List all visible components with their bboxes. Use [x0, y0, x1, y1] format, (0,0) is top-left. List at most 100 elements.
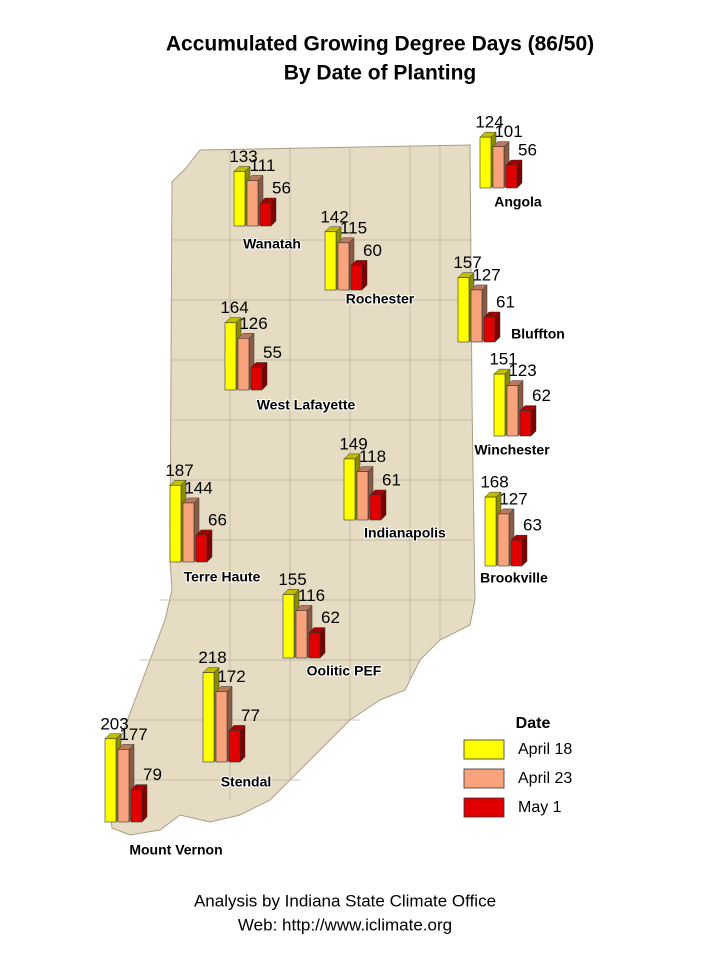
bar-side: [521, 534, 528, 567]
bar: [343, 458, 356, 521]
value-label: 144: [184, 478, 212, 497]
station-label: Wanatah: [243, 236, 301, 252]
station-label: Bluffton: [511, 326, 565, 342]
bar: [169, 485, 182, 563]
bar: [117, 749, 130, 823]
value-label: 151: [489, 350, 517, 369]
bar: [497, 513, 510, 567]
bar: [282, 594, 295, 659]
bar: [295, 610, 308, 659]
value-label: 149: [339, 434, 367, 453]
legend-label: May 1: [518, 799, 562, 816]
bar: [250, 367, 263, 391]
value-label: 115: [340, 218, 367, 237]
bar-side: [206, 529, 213, 563]
bar: [470, 289, 483, 343]
bar: [202, 672, 215, 763]
bar: [356, 471, 369, 521]
bar: [259, 202, 272, 227]
station-label: Oolitic PEF: [307, 663, 382, 679]
legend-title: Date: [516, 715, 551, 732]
value-label: 123: [508, 361, 536, 380]
bar: [484, 496, 497, 567]
value-label: 124: [475, 113, 503, 132]
value-label: 157: [453, 253, 481, 272]
value-label: 79: [143, 765, 162, 784]
value-label: 126: [239, 314, 267, 333]
county-lines: [112, 146, 475, 800]
bar: [457, 277, 470, 343]
value-label: 127: [472, 265, 500, 284]
value-label: 56: [518, 141, 537, 160]
bar: [510, 539, 523, 567]
bar: [182, 502, 195, 563]
legend-label: April 18: [518, 741, 572, 758]
value-label: 187: [165, 461, 193, 480]
bar: [228, 730, 241, 763]
value-label: 127: [499, 489, 527, 508]
value-label: 177: [119, 725, 147, 744]
value-label: 142: [320, 207, 348, 226]
value-label: 101: [494, 122, 522, 141]
bar: [493, 373, 506, 437]
station-label: Brookville: [480, 570, 548, 586]
value-label: 63: [523, 516, 542, 535]
bar: [130, 789, 143, 823]
legend-swatch: [463, 797, 505, 818]
bar: [224, 322, 237, 391]
bar: [369, 494, 382, 521]
bar-side: [239, 724, 246, 763]
station-label: Winchester: [474, 442, 550, 458]
value-label: 62: [321, 608, 340, 627]
bar: [308, 632, 321, 659]
bar: [104, 738, 117, 823]
value-label: 111: [250, 156, 276, 175]
station-label: Stendal: [221, 774, 272, 790]
bar: [246, 180, 259, 227]
bar: [479, 136, 492, 189]
legend-swatch: [463, 739, 505, 760]
station-label: Mount Vernon: [129, 842, 222, 858]
value-label: 56: [272, 179, 291, 198]
bar: [505, 164, 518, 189]
legend-swatch: [463, 768, 505, 789]
bar-side: [141, 784, 148, 823]
value-label: 164: [220, 298, 248, 317]
value-label: 66: [208, 510, 227, 529]
bar: [324, 231, 337, 291]
station-label: West Lafayette: [257, 397, 356, 413]
station-label: Angola: [494, 194, 542, 210]
station-label: Terre Haute: [184, 569, 261, 585]
value-label: 118: [359, 447, 386, 466]
bar: [195, 534, 208, 563]
bar: [506, 385, 519, 437]
value-label: 55: [263, 343, 282, 362]
value-label: 77: [241, 706, 260, 725]
value-label: 61: [382, 470, 401, 489]
bar: [237, 338, 250, 391]
station-label: Indianapolis: [364, 525, 446, 541]
value-label: 60: [363, 241, 382, 260]
bar: [215, 691, 228, 763]
legend-label: April 23: [518, 770, 572, 787]
bar: [483, 316, 496, 343]
bar: [350, 265, 363, 291]
value-label: 168: [480, 473, 508, 492]
title-line: By Date of Planting: [284, 62, 477, 85]
value-label: 155: [278, 570, 306, 589]
value-label: 133: [229, 147, 257, 166]
value-label: 218: [198, 648, 226, 667]
bar: [337, 242, 350, 291]
station-label: Rochester: [346, 291, 415, 307]
bar: [519, 410, 532, 437]
indiana-map: [107, 144, 476, 836]
footer-line: Web: http://www.iclimate.org: [238, 915, 452, 934]
bar: [233, 171, 246, 227]
value-label: 203: [100, 714, 128, 733]
bar: [492, 146, 505, 189]
value-label: 61: [496, 292, 515, 311]
value-label: 172: [217, 667, 245, 686]
footer-line: Analysis by Indiana State Climate Office: [194, 891, 496, 910]
title-line: Accumulated Growing Degree Days (86/50): [166, 33, 594, 56]
